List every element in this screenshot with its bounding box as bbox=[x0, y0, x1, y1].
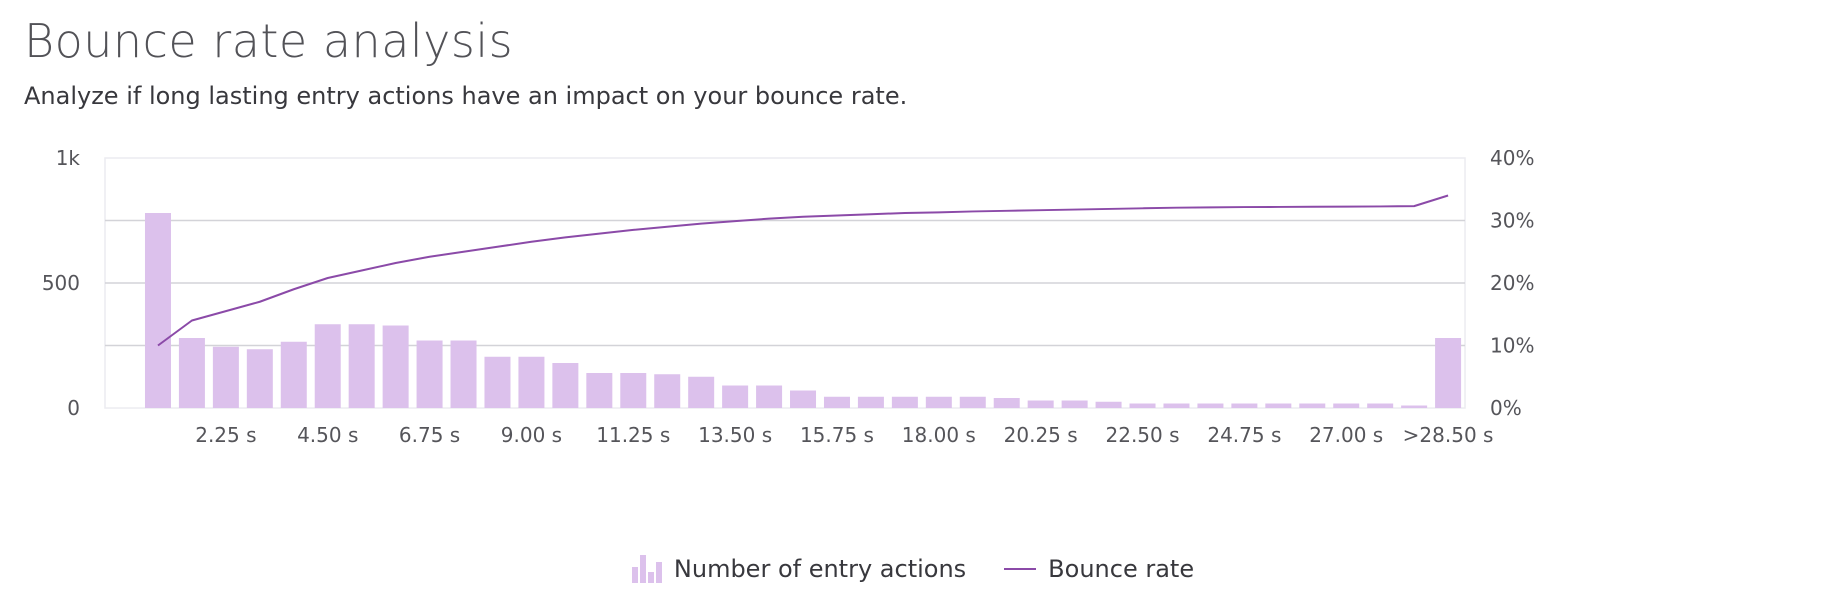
legend-item-entry-actions[interactable]: Number of entry actions bbox=[631, 555, 967, 583]
bar-entry-actions[interactable] bbox=[280, 341, 307, 408]
x-tick-label: 4.50 s bbox=[297, 423, 358, 447]
x-tick-label: 2.25 s bbox=[195, 423, 256, 447]
bar-entry-actions[interactable] bbox=[1265, 403, 1292, 409]
bar-entry-actions[interactable] bbox=[1299, 403, 1326, 409]
bar-entry-actions[interactable] bbox=[314, 324, 341, 408]
bounce-rate-chart[interactable]: 0 500 1k 0% 10% 20% 30% 40% 2.25 s 4.50 s 6.75 s 9.… bbox=[0, 150, 1826, 530]
bar-entry-actions[interactable] bbox=[1435, 338, 1462, 408]
x-tick-label: 9.00 s bbox=[501, 423, 562, 447]
bar-entry-actions[interactable] bbox=[891, 396, 918, 408]
bar-entry-actions[interactable] bbox=[1197, 403, 1224, 409]
bar-entry-actions[interactable] bbox=[246, 349, 273, 408]
bounce-rate-line[interactable] bbox=[157, 194, 1449, 347]
bar-entry-actions[interactable] bbox=[1061, 400, 1088, 409]
bar-entry-actions[interactable] bbox=[857, 396, 884, 408]
bar-entry-actions[interactable] bbox=[823, 396, 850, 408]
bar-entry-actions[interactable] bbox=[790, 390, 817, 409]
x-tick-label: 11.25 s bbox=[596, 423, 670, 447]
bar-entry-actions[interactable] bbox=[178, 338, 205, 408]
y-right-tick-label: 40% bbox=[1490, 150, 1534, 170]
bar-entry-actions[interactable] bbox=[654, 374, 681, 408]
bar-entry-actions[interactable] bbox=[722, 385, 749, 409]
x-tick-label: >28.50 s bbox=[1403, 423, 1494, 447]
axis-labels: 0 500 1k 0% 10% 20% 30% 40% 2.25 s 4.50 s 6.75 s 9.… bbox=[42, 150, 1535, 447]
bar-entry-actions[interactable] bbox=[688, 376, 715, 408]
y-left-tick-label: 1k bbox=[56, 150, 81, 170]
bar-chart-icon bbox=[631, 555, 662, 583]
bar-entry-actions[interactable] bbox=[144, 213, 171, 408]
bounce-rate-line-group[interactable] bbox=[157, 194, 1449, 347]
y-left-tick-label: 500 bbox=[42, 271, 80, 295]
bar-entry-actions[interactable] bbox=[552, 363, 579, 408]
x-tick-label: 22.50 s bbox=[1106, 423, 1180, 447]
grid-lines bbox=[104, 157, 1466, 409]
bar-entry-actions[interactable] bbox=[1027, 400, 1054, 409]
entry-actions-bars[interactable] bbox=[144, 213, 1462, 409]
x-tick-label: 18.00 s bbox=[902, 423, 976, 447]
x-tick-label: 20.25 s bbox=[1004, 423, 1078, 447]
y-left-tick-label: 0 bbox=[67, 396, 80, 420]
bar-entry-actions[interactable] bbox=[1129, 403, 1156, 409]
bar-entry-actions[interactable] bbox=[1333, 403, 1360, 409]
bar-entry-actions[interactable] bbox=[925, 396, 952, 408]
bar-entry-actions[interactable] bbox=[416, 340, 443, 409]
y-right-tick-label: 20% bbox=[1490, 271, 1534, 295]
bar-entry-actions[interactable] bbox=[620, 373, 647, 408]
bar-entry-actions[interactable] bbox=[993, 398, 1020, 408]
bar-entry-actions[interactable] bbox=[1401, 405, 1428, 409]
page-title: Bounce rate analysis bbox=[24, 14, 514, 68]
bar-entry-actions[interactable] bbox=[348, 324, 375, 408]
x-tick-label: 6.75 s bbox=[399, 423, 460, 447]
bar-entry-actions[interactable] bbox=[1095, 401, 1122, 408]
bar-entry-actions[interactable] bbox=[959, 396, 986, 408]
legend-label-entry-actions: Number of entry actions bbox=[673, 555, 967, 583]
bar-entry-actions[interactable] bbox=[1367, 403, 1394, 409]
y-right-tick-label: 0% bbox=[1490, 396, 1522, 420]
bar-entry-actions[interactable] bbox=[450, 340, 477, 409]
bar-entry-actions[interactable] bbox=[484, 356, 511, 408]
bar-entry-actions[interactable] bbox=[212, 346, 239, 408]
bar-entry-actions[interactable] bbox=[1231, 403, 1258, 409]
chart-legend: Number of entry actions Bounce rate bbox=[0, 555, 1826, 583]
x-tick-label: 27.00 s bbox=[1309, 423, 1383, 447]
bar-entry-actions[interactable] bbox=[1163, 403, 1190, 409]
legend-label-bounce-rate: Bounce rate bbox=[1048, 555, 1195, 583]
line-icon bbox=[1004, 568, 1037, 570]
bar-entry-actions[interactable] bbox=[756, 385, 783, 409]
y-right-tick-label: 10% bbox=[1490, 334, 1534, 358]
y-right-tick-label: 30% bbox=[1490, 209, 1534, 233]
x-tick-label: 13.50 s bbox=[698, 423, 772, 447]
bar-entry-actions[interactable] bbox=[518, 356, 545, 408]
x-tick-label: 24.75 s bbox=[1207, 423, 1281, 447]
page-subtitle: Analyze if long lasting entry actions ha… bbox=[24, 82, 908, 110]
bar-entry-actions[interactable] bbox=[586, 373, 613, 408]
legend-item-bounce-rate[interactable]: Bounce rate bbox=[1004, 555, 1194, 583]
x-tick-label: 15.75 s bbox=[800, 423, 874, 447]
bar-entry-actions[interactable] bbox=[382, 325, 409, 409]
